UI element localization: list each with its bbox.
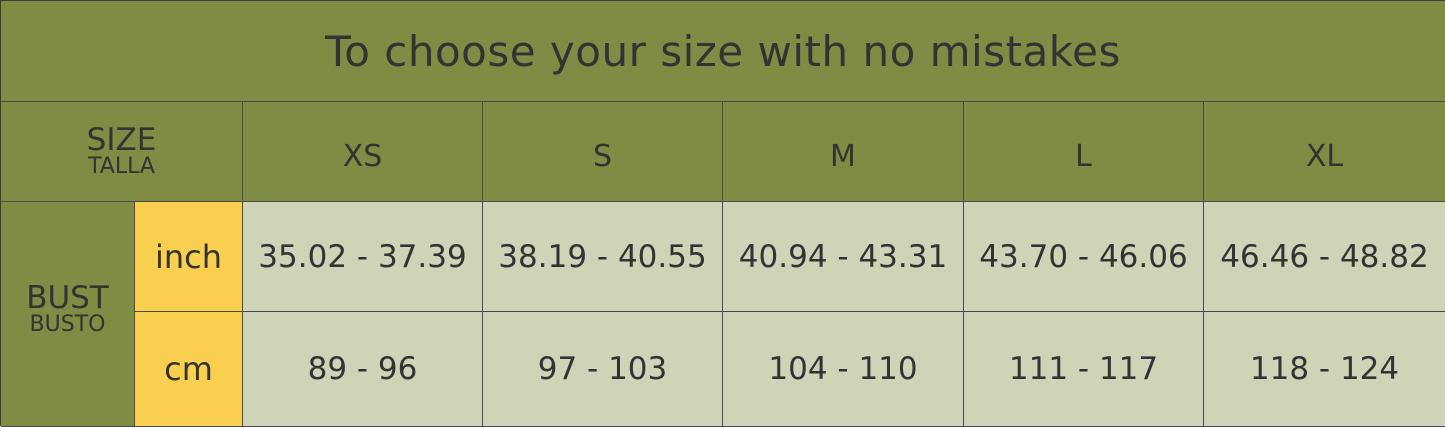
bust-header: BUST BUSTO: [1, 202, 135, 427]
size-column-l: L: [964, 102, 1204, 202]
size-column-m: M: [723, 102, 964, 202]
table-cell: 118 - 124: [1204, 312, 1445, 427]
table-cell: 46.46 - 48.82: [1204, 202, 1445, 312]
size-sublabel: TALLA: [88, 154, 155, 179]
table-cell: 43.70 - 46.06: [964, 202, 1204, 312]
size-header: SIZE TALLA: [1, 102, 243, 202]
table-cell: 40.94 - 43.31: [723, 202, 964, 312]
size-label: SIZE: [86, 122, 157, 158]
table-cell: 35.02 - 37.39: [243, 202, 483, 312]
table-cell: 89 - 96: [243, 312, 483, 427]
table-cell: 104 - 110: [723, 312, 964, 427]
table-cell: 38.19 - 40.55: [483, 202, 723, 312]
table-cell: 111 - 117: [964, 312, 1204, 427]
size-column-xs: XS: [243, 102, 483, 202]
size-column-s: S: [483, 102, 723, 202]
unit-cm: cm: [135, 312, 243, 427]
unit-inch: inch: [135, 202, 243, 312]
bust-label: BUST: [26, 279, 109, 316]
bust-sublabel: BUSTO: [29, 311, 106, 337]
table-title: To choose your size with no mistakes: [1, 1, 1445, 102]
size-column-xl: XL: [1204, 102, 1445, 202]
table-cell: 97 - 103: [483, 312, 723, 427]
